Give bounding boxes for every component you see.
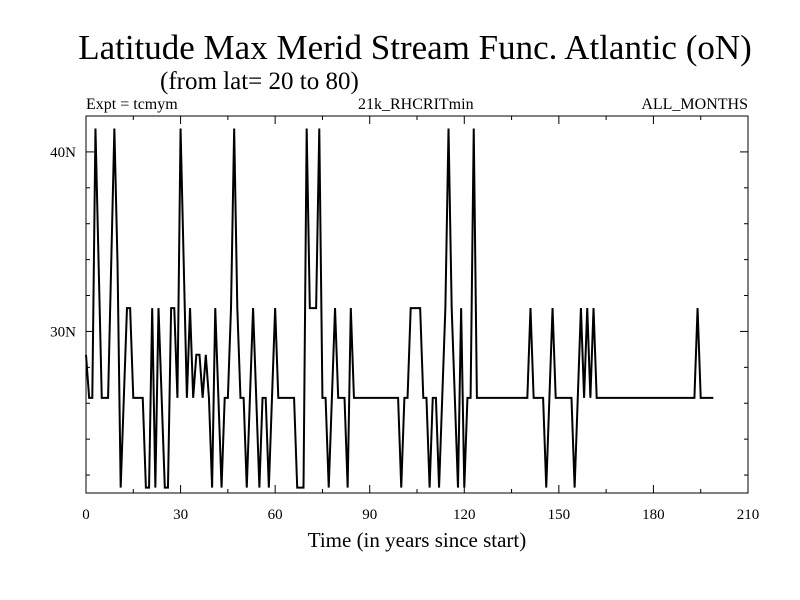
series-line <box>85 128 714 489</box>
x-tick-label: 90 <box>362 507 377 523</box>
x-axis-label: Time (in years since start) <box>307 528 527 552</box>
plot-frame <box>85 115 749 494</box>
chart-subtitle: (from lat= 20 to 80) <box>160 68 359 95</box>
x-tick-label: 150 <box>548 507 571 523</box>
x-tick-label: 120 <box>453 507 476 523</box>
x-tick-label: 210 <box>737 507 760 523</box>
run-name-label: 21k_RHCRITmin <box>358 96 474 113</box>
x-tick-label: 180 <box>642 507 665 523</box>
axis-tick-labels: 0 30 60 90 120 150 180 210 30N 40N <box>50 145 759 523</box>
x-tick-label: 30 <box>173 507 188 523</box>
months-label: ALL_MONTHS <box>641 96 748 113</box>
chart-title: Latitude Max Merid Stream Func. Atlantic… <box>78 28 752 67</box>
experiment-label: Expt = tcmym <box>86 96 178 113</box>
x-tick-label: 60 <box>268 507 283 523</box>
y-tick-label: 40N <box>50 145 76 161</box>
y-tick-label: 30N <box>50 324 76 340</box>
x-tick-label: 0 <box>82 507 90 523</box>
